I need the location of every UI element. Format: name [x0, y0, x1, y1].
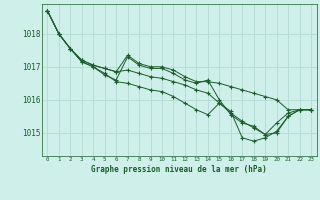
X-axis label: Graphe pression niveau de la mer (hPa): Graphe pression niveau de la mer (hPa) [91, 165, 267, 174]
